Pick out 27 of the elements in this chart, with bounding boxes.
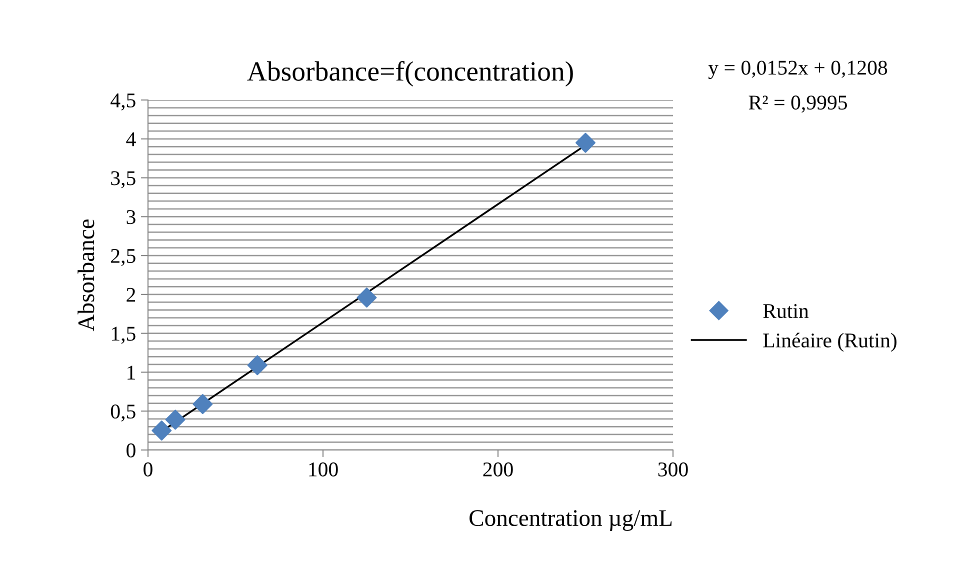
y-tick-label: 0 [126,443,136,458]
x-tick-label: 0 [144,462,152,476]
chart-title: Absorbance=f(concentration) [247,61,573,86]
y-tick-label: 4 [126,132,136,146]
text: y = 0,0152x + 0,1208 [708,60,888,80]
x-tick-label: 300 [658,462,688,476]
y-tick-label: 1 [128,366,135,380]
point [575,132,596,153]
y-tick-label: 3,5 [111,171,136,188]
y-tick-label: 2,5 [111,248,136,266]
legend-label: Rutin [763,304,809,318]
text: R² = 0,9995 [748,96,847,113]
y-tick-label: 4,5 [110,94,136,110]
point [247,355,268,376]
y-tick-label: 1,5 [112,326,136,344]
x-tick-label: 200 [483,462,513,476]
y-tick-label: 3 [126,210,136,224]
y-tick-label: 2 [126,288,136,302]
point [152,420,172,441]
point [356,288,377,308]
legend-label: Linéaire (Rutin) [763,332,896,352]
x-tick-label: 100 [309,462,338,476]
point [192,394,213,414]
y-axis-title: Absorbance [78,219,94,332]
point [165,410,186,430]
y-tick-label: 0,5 [110,404,136,422]
x-axis-title: Concentration µg/mL [470,510,672,531]
